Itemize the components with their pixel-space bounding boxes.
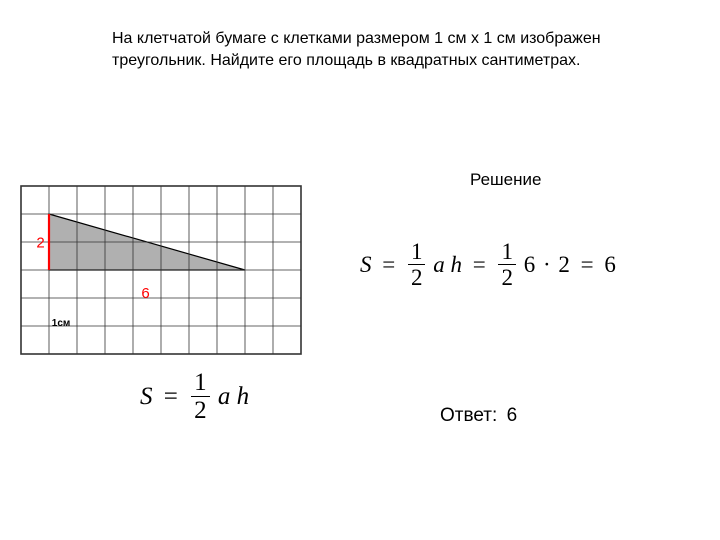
- fraction-half-2: 1 2: [498, 240, 516, 289]
- problem-statement: На клетчатой бумаге с клетками размером …: [112, 28, 652, 71]
- grid-figure: 2 6 1см: [20, 185, 302, 360]
- formula-S: S: [360, 252, 372, 278]
- dot: ·: [543, 252, 551, 278]
- equals-sign: =: [581, 252, 594, 278]
- svg-text:6: 6: [141, 285, 149, 302]
- answer-label: Ответ:: [440, 405, 497, 426]
- equals-sign: =: [473, 252, 486, 278]
- answer-value: 6: [507, 405, 518, 426]
- svg-text:1см: 1см: [52, 318, 71, 329]
- formula-a: a: [433, 252, 445, 278]
- value-a: 6: [524, 252, 536, 278]
- answer-line: Ответ: 6: [440, 405, 517, 427]
- solution-heading: Решение: [470, 170, 541, 190]
- equals-sign: =: [382, 252, 395, 278]
- value-h: 2: [558, 252, 570, 278]
- fraction-half-1: 1 2: [408, 240, 426, 289]
- area-formula: S = 1 2 a h: [140, 370, 249, 423]
- formula-a: a: [218, 383, 231, 411]
- formula-h: h: [450, 252, 462, 278]
- formula-h: h: [237, 383, 250, 411]
- formula-S: S: [140, 383, 153, 411]
- result-value: 6: [604, 252, 616, 278]
- solution-formula: S = 1 2 a h = 1 2 6 · 2 = 6: [360, 240, 616, 289]
- svg-text:2: 2: [36, 235, 44, 252]
- equals-sign: =: [164, 383, 178, 411]
- fraction-half: 1 2: [191, 370, 210, 423]
